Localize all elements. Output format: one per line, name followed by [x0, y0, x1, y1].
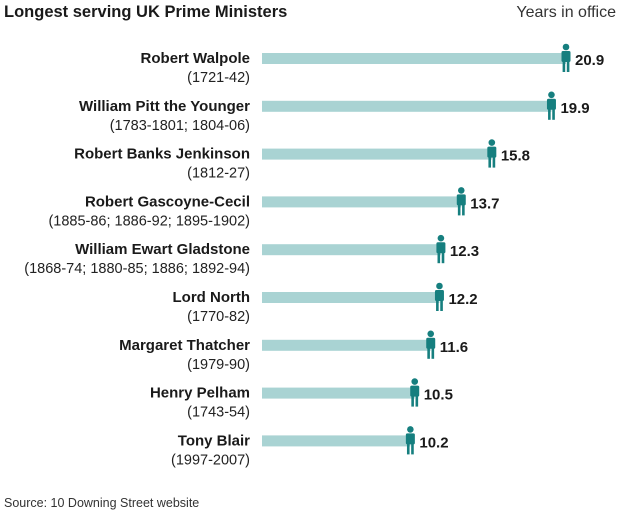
bar — [262, 292, 440, 303]
person-icon — [405, 426, 415, 455]
bar — [262, 196, 462, 208]
category-label: Margaret Thatcher — [119, 337, 250, 354]
bar-row: Margaret Thatcher (1979-90) 11.6 — [119, 330, 468, 373]
person-icon — [561, 43, 571, 72]
term-years-label: (1868-74; 1880-85; 1886; 1892-94) — [24, 261, 250, 277]
value-label: 19.9 — [560, 100, 589, 117]
term-years-label: (1721-42) — [187, 70, 250, 86]
term-years-label: (1743-54) — [187, 405, 250, 421]
value-label: 10.2 — [419, 434, 448, 451]
value-label: 10.5 — [424, 387, 453, 404]
bar — [262, 100, 552, 112]
bar-row: William Pitt the Younger (1783-1801; 1804… — [79, 91, 590, 134]
category-label: William Pitt the Younger — [79, 98, 250, 115]
term-years-label: (1812-27) — [187, 166, 250, 182]
category-label: William Ewart Gladstone — [75, 241, 250, 258]
value-label: 11.6 — [440, 339, 468, 356]
bar — [262, 148, 492, 160]
value-label: 15.8 — [501, 148, 530, 165]
bar — [262, 339, 431, 351]
person-icon — [456, 187, 466, 216]
unit-label: Years in office — [516, 4, 616, 21]
value-label: 12.2 — [448, 291, 477, 308]
person-icon — [410, 378, 420, 407]
bar — [262, 435, 411, 447]
source-note: Source: 10 Downing Street website — [4, 496, 200, 510]
category-label: Robert Walpole — [141, 50, 250, 67]
term-years-label: (1783-1801; 1804-06) — [110, 118, 250, 134]
bar-row: Henry Pelham (1743-54) 10.5 — [150, 378, 453, 421]
term-years-label: (1979-90) — [187, 357, 250, 373]
bar-row: Robert Walpole (1721-42) 20.9 — [141, 43, 604, 86]
bar — [262, 387, 415, 399]
bar — [262, 244, 441, 256]
person-icon — [434, 282, 444, 311]
bar — [262, 53, 566, 64]
value-label: 13.7 — [470, 195, 499, 212]
bar-row: Lord North (1770-82) 12.2 — [173, 282, 478, 325]
category-label: Robert Banks Jenkinson — [74, 146, 250, 163]
category-label: Tony Blair — [178, 432, 250, 449]
category-label: Lord North — [173, 289, 250, 306]
person-icon — [426, 330, 436, 359]
category-label: Robert Gascoyne-Cecil — [85, 193, 250, 210]
value-label: 20.9 — [575, 52, 604, 69]
person-icon — [436, 234, 446, 264]
bar-row: Robert Banks Jenkinson (1812-27) 15.8 — [74, 139, 530, 182]
bar-row: Robert Gascoyne-Cecil (1885-86; 1886-92; … — [48, 187, 499, 229]
term-years-label: (1885-86; 1886-92; 1895-1902) — [48, 213, 250, 229]
person-icon — [487, 139, 497, 168]
bar-row: Tony Blair (1997-2007) 10.2 — [171, 426, 449, 468]
chart-title: Longest serving UK Prime Ministers — [4, 3, 288, 21]
person-icon — [546, 91, 556, 120]
category-label: Henry Pelham — [150, 385, 250, 402]
bar-chart: Robert Walpole (1721-42) 20.9 William Pitt … — [24, 43, 604, 468]
term-years-label: (1997-2007) — [171, 452, 250, 468]
term-years-label: (1770-82) — [187, 309, 250, 325]
value-label: 12.3 — [450, 243, 479, 260]
bar-row: William Ewart Gladstone (1868-74; 1880-85… — [24, 234, 479, 277]
